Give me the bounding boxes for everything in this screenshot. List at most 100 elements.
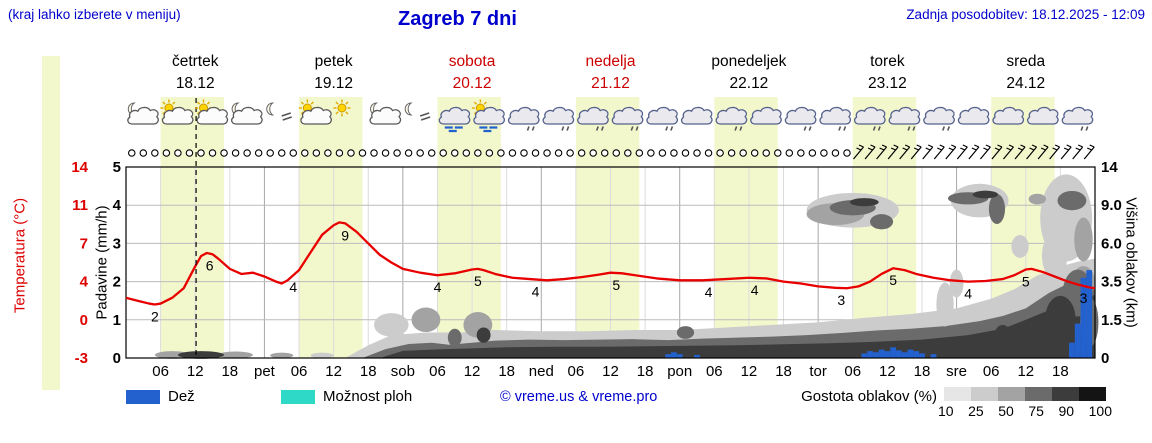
cloud-cover-circle-icon bbox=[474, 149, 482, 157]
cloud-cover-circle-icon bbox=[485, 149, 494, 157]
cloud-cover-circle-icon bbox=[439, 149, 447, 157]
cloud-density-scale: 10 25 50 75 90 100 bbox=[938, 403, 1112, 419]
density-scale-value: 75 bbox=[1028, 403, 1044, 419]
cloud-cover-circle-icon bbox=[808, 149, 817, 157]
cloud-cover-circle-icon bbox=[543, 149, 551, 157]
weather-cloud-icon bbox=[680, 106, 713, 125]
cloud-cover-circle-icon bbox=[531, 149, 540, 157]
cloud-cover-circle-icon bbox=[208, 149, 217, 157]
density-swatch-10 bbox=[944, 387, 971, 401]
wind-barb-icon bbox=[1003, 144, 1014, 160]
cloud-cover-circle-icon bbox=[693, 149, 701, 157]
cloud-cover-circle-icon bbox=[635, 149, 644, 157]
cloud-cover-circle-icon bbox=[624, 149, 632, 157]
weather-sun-cloud-icon bbox=[195, 99, 229, 125]
svg-text:06: 06 bbox=[706, 363, 723, 380]
svg-text:06: 06 bbox=[983, 363, 1000, 380]
cloud-cover-circle-icon bbox=[197, 149, 205, 157]
cloud-cover-circle-icon bbox=[497, 149, 505, 157]
density-scale-value: 25 bbox=[968, 403, 984, 419]
cloud-cover-circle-icon bbox=[843, 149, 851, 157]
density-swatch-75 bbox=[1025, 387, 1052, 401]
svg-text:18: 18 bbox=[637, 363, 654, 380]
svg-text:pet: pet bbox=[254, 363, 276, 380]
svg-text:12: 12 bbox=[602, 363, 619, 380]
svg-text:06: 06 bbox=[844, 363, 861, 380]
svg-text:06: 06 bbox=[291, 363, 308, 380]
weather-drizzle-icon bbox=[646, 106, 678, 131]
location-hint: (kraj lahko izberete v meniju) bbox=[8, 7, 181, 22]
cloud-cover-circle-icon bbox=[370, 149, 378, 157]
svg-text:18: 18 bbox=[1052, 363, 1069, 380]
copyright-link[interactable]: © vreme.us & vreme.pro bbox=[500, 389, 658, 405]
left-scale-strip bbox=[42, 56, 60, 390]
svg-text:3.5: 3.5 bbox=[1101, 274, 1122, 291]
wind-barb-icon bbox=[1037, 144, 1049, 160]
cloud-cover-circle-icon bbox=[254, 149, 263, 157]
cloud-cover-circle-icon bbox=[577, 149, 586, 157]
svg-text:18.12: 18.12 bbox=[176, 75, 215, 92]
weather-rain-icon bbox=[438, 106, 471, 133]
svg-text:nedelja: nedelja bbox=[586, 53, 636, 70]
cloud-cover-circle-icon bbox=[162, 149, 171, 157]
svg-text:četrtek: četrtek bbox=[172, 53, 219, 70]
svg-text:24.12: 24.12 bbox=[1006, 75, 1045, 92]
svg-text:4: 4 bbox=[964, 286, 972, 302]
wind-barb-icon bbox=[1049, 144, 1061, 160]
cloud-cover-circle-icon bbox=[427, 149, 436, 157]
svg-text:18: 18 bbox=[360, 363, 377, 380]
svg-text:7: 7 bbox=[80, 235, 88, 252]
svg-text:ned: ned bbox=[529, 363, 554, 380]
svg-text:petek: petek bbox=[315, 53, 353, 70]
weather-drizzle-icon bbox=[507, 106, 540, 131]
wind-barb-icon bbox=[956, 144, 968, 160]
wind-barb-icon bbox=[1072, 144, 1084, 160]
cloud-cover-circle-icon bbox=[774, 149, 782, 157]
density-scale-value: 100 bbox=[1088, 403, 1112, 419]
wind-barb-icon bbox=[991, 144, 1003, 160]
wind-barb-icon bbox=[887, 144, 899, 160]
svg-text:3: 3 bbox=[837, 292, 845, 308]
cloud-cover-circle-icon bbox=[231, 149, 240, 157]
svg-text:21.12: 21.12 bbox=[591, 75, 630, 92]
svg-text:4: 4 bbox=[434, 279, 442, 295]
weather-fog-moon-icon bbox=[404, 102, 431, 121]
svg-text:sob: sob bbox=[391, 363, 415, 380]
cloud-cover-circle-icon bbox=[128, 149, 136, 157]
x-axis-labels: 06 12 18 pet 06 12 18 sob 06 12 18 ned 06 12 18 pon 06 12… bbox=[152, 363, 1068, 380]
weather-cloud-moon-icon bbox=[127, 102, 159, 125]
svg-text:4: 4 bbox=[532, 283, 540, 299]
weather-drizzle-icon bbox=[577, 106, 609, 131]
density-swatch-50 bbox=[998, 387, 1025, 401]
svg-text:12: 12 bbox=[464, 363, 481, 380]
svg-text:18: 18 bbox=[914, 363, 931, 380]
cloud-cover-circle-icon bbox=[797, 149, 805, 157]
svg-text:12: 12 bbox=[741, 363, 758, 380]
plot-border bbox=[125, 166, 1096, 359]
density-swatch-25 bbox=[971, 387, 998, 401]
cloud-cover-circle-icon bbox=[151, 149, 159, 157]
cloud-cover-circle-icon bbox=[508, 149, 517, 157]
cloud-cover-circle-icon bbox=[681, 149, 690, 157]
svg-text:11: 11 bbox=[72, 197, 88, 214]
cloud-cover-circle-icon bbox=[589, 149, 597, 157]
svg-text:9.0: 9.0 bbox=[1101, 197, 1122, 214]
cloud-cover-circle-icon bbox=[416, 149, 424, 157]
weather-drizzle-icon bbox=[542, 106, 575, 131]
weather-fog-moon-icon bbox=[266, 102, 292, 121]
svg-text:06: 06 bbox=[429, 363, 446, 380]
weather-drizzle-icon bbox=[611, 106, 644, 131]
weather-cloud-icon bbox=[992, 106, 1025, 125]
temperature-point-labels: 2 6 4 9 4 5 4 5 4 4 3 5 4 5 3 bbox=[151, 227, 1088, 324]
svg-text:3: 3 bbox=[113, 235, 121, 252]
cloud-cover-circle-icon bbox=[358, 149, 367, 157]
weather-sun-cloud-icon bbox=[298, 99, 332, 125]
rain-legend-label: Dež bbox=[168, 388, 195, 405]
wind-barb-icon bbox=[1083, 144, 1095, 160]
svg-text:6: 6 bbox=[206, 258, 214, 274]
cloud-cover-circle-icon bbox=[704, 149, 713, 157]
svg-text:18: 18 bbox=[498, 363, 515, 380]
svg-text:5: 5 bbox=[889, 272, 897, 288]
weather-cloud-icon bbox=[1027, 106, 1059, 125]
